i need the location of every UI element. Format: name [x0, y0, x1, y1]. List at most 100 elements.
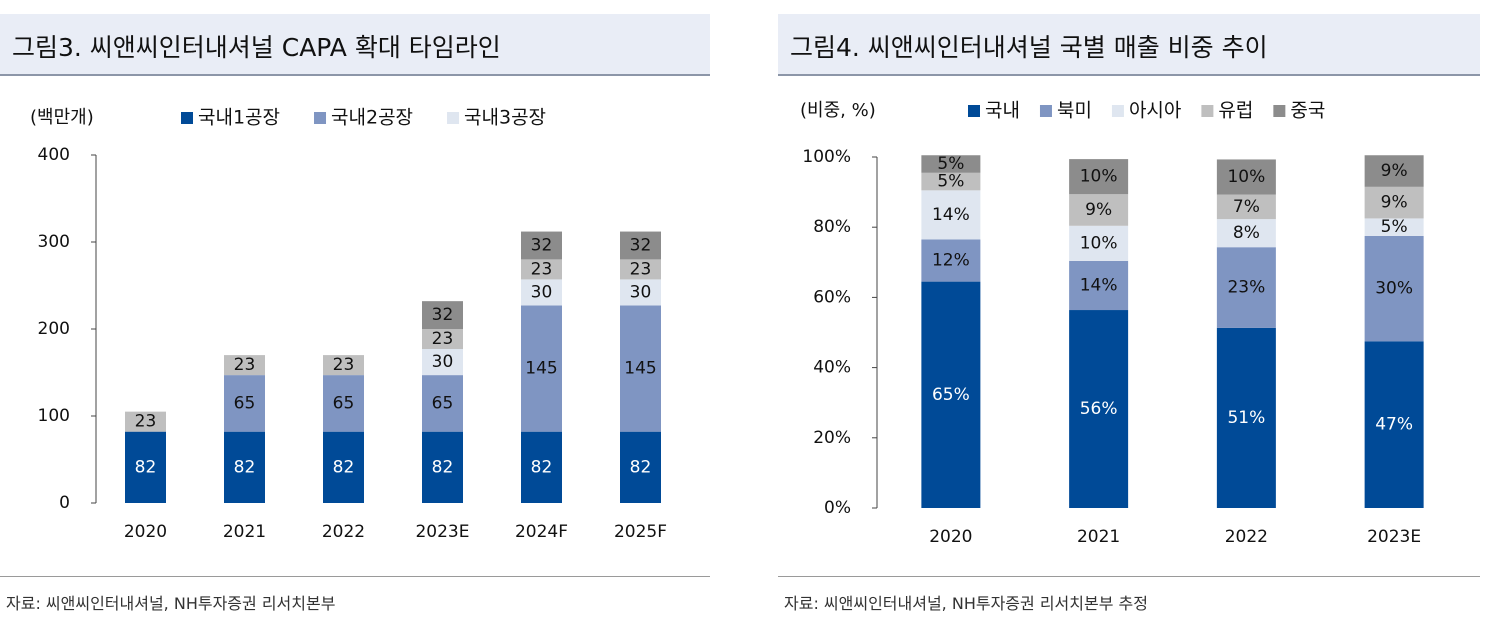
right-data-label: 8% [1233, 223, 1260, 243]
right-bar-segment [1069, 310, 1129, 508]
right-y-tick-label: 100% [802, 147, 851, 167]
left-bar-segment [521, 279, 562, 306]
right-data-label: 7% [1233, 197, 1260, 217]
right-data-label: 47% [1375, 415, 1413, 435]
right-data-label: 9% [1381, 161, 1408, 181]
right-chart-title: 그림4. 씨앤씨인터내셔널 국별 매출 비중 추이 [790, 33, 1268, 62]
right-unit-label: (비중, %) [800, 100, 876, 121]
left-bar-segment [422, 329, 463, 350]
right-bar-segment [1069, 225, 1129, 261]
left-chart: (백만개) 국내1공장 국내2공장 국내3공장 0 100 200 300 400 82 23 202… [30, 107, 667, 543]
left-bar-segment [521, 431, 562, 503]
right-x-tick-label: 2021 [1077, 527, 1120, 547]
right-data-label: 23% [1227, 278, 1265, 298]
left-y-tick-label: 0 [59, 493, 70, 513]
left-data-label: 32 [432, 305, 454, 325]
right-y-tick-label: 20% [813, 428, 851, 448]
right-data-label: 65% [932, 385, 970, 405]
left-unit-label: (백만개) [30, 107, 94, 128]
right-bar-segment [1216, 194, 1276, 220]
left-bar-segment [422, 349, 463, 376]
right-data-label: 10% [1080, 233, 1118, 253]
left-bar-segment [521, 305, 562, 432]
right-x-tick-label: 2022 [1225, 527, 1268, 547]
right-data-label: 30% [1375, 279, 1413, 299]
right-bar-segment [1364, 218, 1424, 236]
left-title-bar: 그림3. 씨앤씨인터내셔널 CAPA 확대 타임라인 [0, 14, 710, 76]
right-y-tick-label: 0% [824, 498, 851, 518]
right-data-label: 5% [1381, 217, 1408, 237]
left-data-label: 82 [333, 457, 355, 477]
left-bar-segment [323, 375, 364, 432]
right-bar-segment [1216, 159, 1276, 195]
left-bar-segment [323, 355, 364, 376]
left-data-label: 23 [531, 259, 553, 279]
right-y-tick-label: 80% [813, 217, 851, 237]
right-legend-label: 북미 [1057, 100, 1092, 122]
left-data-label: 82 [630, 457, 652, 477]
left-data-label: 32 [630, 235, 652, 255]
left-chart-panel: 그림3. 씨앤씨인터내셔널 CAPA 확대 타임라인 (백만개) 국내1공장 국내2… [0, 0, 710, 632]
left-bar-segment [422, 375, 463, 432]
left-y-tick-label: 200 [38, 319, 70, 339]
right-bar-segment [921, 172, 981, 191]
right-bar-segment [1364, 155, 1424, 187]
left-legend-swatch [447, 112, 460, 124]
right-bar-segment [1216, 247, 1276, 328]
right-chart-panel: 그림4. 씨앤씨인터내셔널 국별 매출 비중 추이 (비중, %) 국내 북미 아시아… [778, 0, 1480, 632]
left-source-note: 자료: 씨앤씨인터내셔널, NH투자증권 리서치본부 [6, 594, 336, 613]
right-x-tick-label: 2023E [1367, 527, 1421, 547]
left-source-divider [0, 576, 710, 577]
left-bar-segment [620, 259, 661, 280]
right-data-label: 9% [1381, 193, 1408, 213]
right-x-tick-label: 2020 [929, 527, 972, 547]
left-legend-label: 국내1공장 [198, 107, 280, 129]
left-bar-segment [620, 279, 661, 306]
left-x-tick-label: 2021 [223, 522, 266, 542]
left-x-tick-label: 2020 [124, 522, 167, 542]
right-data-label: 9% [1085, 200, 1112, 220]
right-bar-segment [921, 239, 981, 282]
right-bar-segment [1069, 194, 1129, 226]
right-legend-swatch [1201, 105, 1214, 117]
left-bar-segment [620, 431, 661, 503]
left-data-label: 145 [624, 359, 656, 379]
left-bar-segment [620, 305, 661, 432]
right-data-label: 5% [937, 154, 964, 174]
left-data-label: 65 [333, 393, 355, 413]
right-legend-label: 국내 [985, 100, 1020, 122]
left-y-tick-label: 300 [38, 232, 70, 252]
right-bar-segment [1364, 341, 1424, 508]
right-legend-label: 아시아 [1129, 100, 1181, 122]
right-legend-label: 유럽 [1218, 100, 1253, 122]
left-bar-segment [521, 231, 562, 260]
left-legend-swatch [314, 112, 327, 124]
right-data-label: 10% [1227, 167, 1265, 187]
right-data-label: 51% [1227, 408, 1265, 428]
right-bar-segment [921, 155, 981, 173]
left-data-label: 145 [525, 359, 557, 379]
right-legend-swatch [968, 105, 980, 117]
right-legend-swatch [1039, 105, 1052, 117]
left-bar-segment [224, 375, 265, 432]
left-data-label: 65 [234, 393, 256, 413]
right-source-note: 자료: 씨앤씨인터내셔널, NH투자증권 리서치본부 추정 [784, 594, 1148, 613]
left-data-label: 65 [432, 393, 454, 413]
left-data-label: 30 [531, 282, 553, 302]
left-x-tick-label: 2022 [322, 522, 365, 542]
left-bar-segment [125, 431, 166, 503]
right-bar-segment [1364, 235, 1424, 342]
right-data-label: 5% [937, 172, 964, 192]
right-data-label: 12% [932, 251, 970, 271]
left-data-label: 23 [630, 259, 652, 279]
left-data-label: 82 [432, 457, 454, 477]
right-title-bar: 그림4. 씨앤씨인터내셔널 국별 매출 비중 추이 [778, 14, 1480, 76]
left-legend-swatch [181, 112, 193, 124]
left-data-label: 23 [333, 355, 355, 375]
left-bar-segment [323, 431, 364, 503]
right-chart: (비중, %) 국내 북미 아시아 유럽 중국 0% 20% 40% 60% 80% 100% 65% 1… [800, 100, 1424, 547]
right-y-tick-label: 60% [813, 287, 851, 307]
right-bar-segment [921, 190, 981, 240]
right-bar-segment [921, 281, 981, 508]
right-bar-segment [1216, 219, 1276, 248]
